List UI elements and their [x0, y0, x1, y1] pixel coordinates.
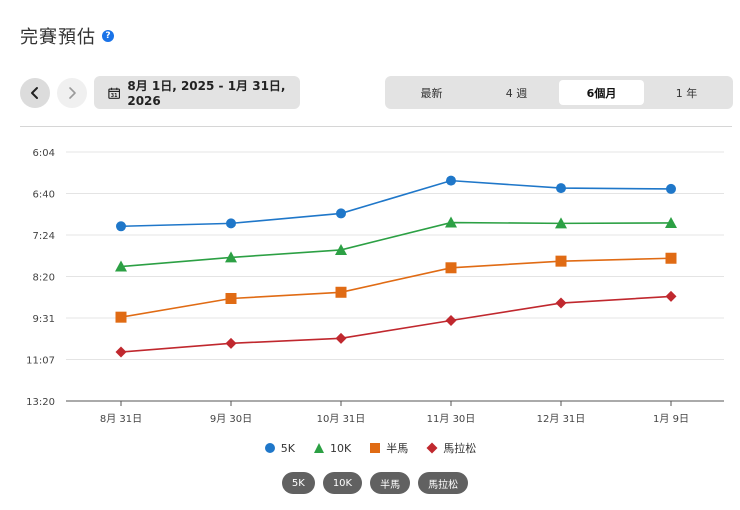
data-point: [555, 255, 567, 267]
tab-latest[interactable]: 最新: [420, 86, 443, 100]
x-tick-label: 8月 31日: [100, 413, 142, 425]
legend-item-half-marathon[interactable]: 半馬: [369, 440, 408, 456]
series-line: [120, 179, 672, 228]
data-point: [336, 208, 346, 219]
data-point: [225, 337, 237, 349]
legend-item-marathon[interactable]: 馬拉松: [426, 440, 476, 456]
next-period-button[interactable]: [57, 78, 87, 108]
help-icon[interactable]: ?: [102, 30, 114, 42]
series-line: [120, 257, 672, 318]
data-point: [115, 346, 127, 358]
x-tick-label: 1月 9日: [653, 413, 689, 425]
x-tick-label: 10月 31日: [317, 413, 366, 425]
data-point: [665, 252, 677, 264]
race-prediction-chart: 6:04 6:40 7:24 8:20 9:31 11:07 13:20 8月 31日 9月 3…: [26, 148, 724, 425]
data-point: [445, 216, 457, 228]
data-point: [665, 216, 677, 228]
calendar-day: 31: [111, 93, 118, 99]
data-point: [335, 243, 347, 255]
y-tick-label: 7:24: [33, 231, 55, 242]
date-range-picker[interactable]: 31 8月 1日, 2025 - 1月 31日, 2026: [94, 76, 300, 109]
y-tick-label: 6:40: [33, 190, 55, 201]
legend-item-10k[interactable]: 10K: [313, 440, 351, 456]
chevron-right-icon: [69, 87, 76, 99]
y-tick-label: 11:07: [26, 356, 55, 367]
legend-diamond-icon: [426, 442, 438, 454]
chip-half-marathon[interactable]: 半馬: [370, 472, 411, 494]
data-point: [445, 314, 457, 326]
legend-label: 5K: [280, 441, 295, 455]
legend-label: 馬拉松: [443, 442, 477, 455]
data-point: [115, 311, 127, 323]
data-point: [666, 183, 676, 194]
data-point: [665, 290, 677, 302]
chip-5k[interactable]: 5K: [281, 472, 315, 494]
chip-marathon[interactable]: 馬拉松: [418, 472, 469, 494]
x-tick-label: 12月 31日: [537, 413, 586, 425]
y-tick-label: 8:20: [33, 273, 55, 284]
tab-1-year[interactable]: 1 年: [675, 86, 698, 100]
legend-triangle-icon: [314, 443, 324, 453]
page-title: 完賽預估: [20, 27, 96, 48]
data-point: [116, 221, 126, 232]
legend-circle-icon: [264, 443, 275, 453]
data-point: [115, 260, 127, 272]
title-row: 完賽預估 ?: [20, 23, 114, 49]
data-point: [445, 262, 457, 274]
chevron-left-icon: [31, 87, 38, 99]
tab-4-weeks[interactable]: 4 週: [505, 86, 528, 100]
date-range-label: 8月 1日, 2025 - 1月 31日, 2026: [127, 79, 286, 108]
data-point: [335, 332, 347, 344]
y-tick-label: 9:31: [33, 314, 55, 325]
data-point: [555, 217, 567, 229]
data-point: [225, 292, 237, 304]
legend-square-icon: [370, 443, 381, 453]
data-point: [556, 183, 566, 194]
data-point: [335, 286, 347, 298]
chart-legend: 5K 10K 半馬 馬拉松: [0, 440, 740, 456]
legend-item-5k[interactable]: 5K: [264, 440, 295, 456]
series-line: [120, 221, 672, 268]
calendar-icon: 31: [108, 87, 121, 99]
divider: [20, 126, 732, 127]
data-point: [555, 297, 567, 309]
previous-period-button[interactable]: [20, 78, 50, 108]
period-selector: 最新 4 週 6個月 1 年: [385, 76, 733, 109]
data-point: [446, 175, 456, 186]
legend-label: 半馬: [386, 442, 409, 455]
data-point: [225, 251, 237, 263]
y-tick-label: 13:20: [26, 397, 55, 408]
race-filter-chips: 5K 10K 半馬 馬拉松: [0, 472, 740, 494]
chip-10k[interactable]: 10K: [322, 472, 363, 494]
data-point: [226, 218, 236, 229]
tab-6-months[interactable]: 6個月: [559, 80, 644, 105]
x-tick-label: 9月 30日: [210, 413, 252, 425]
series-line: [120, 295, 672, 353]
x-tick-label: 11月 30日: [427, 413, 476, 425]
legend-label: 10K: [330, 441, 352, 455]
y-tick-label: 6:04: [33, 148, 55, 159]
